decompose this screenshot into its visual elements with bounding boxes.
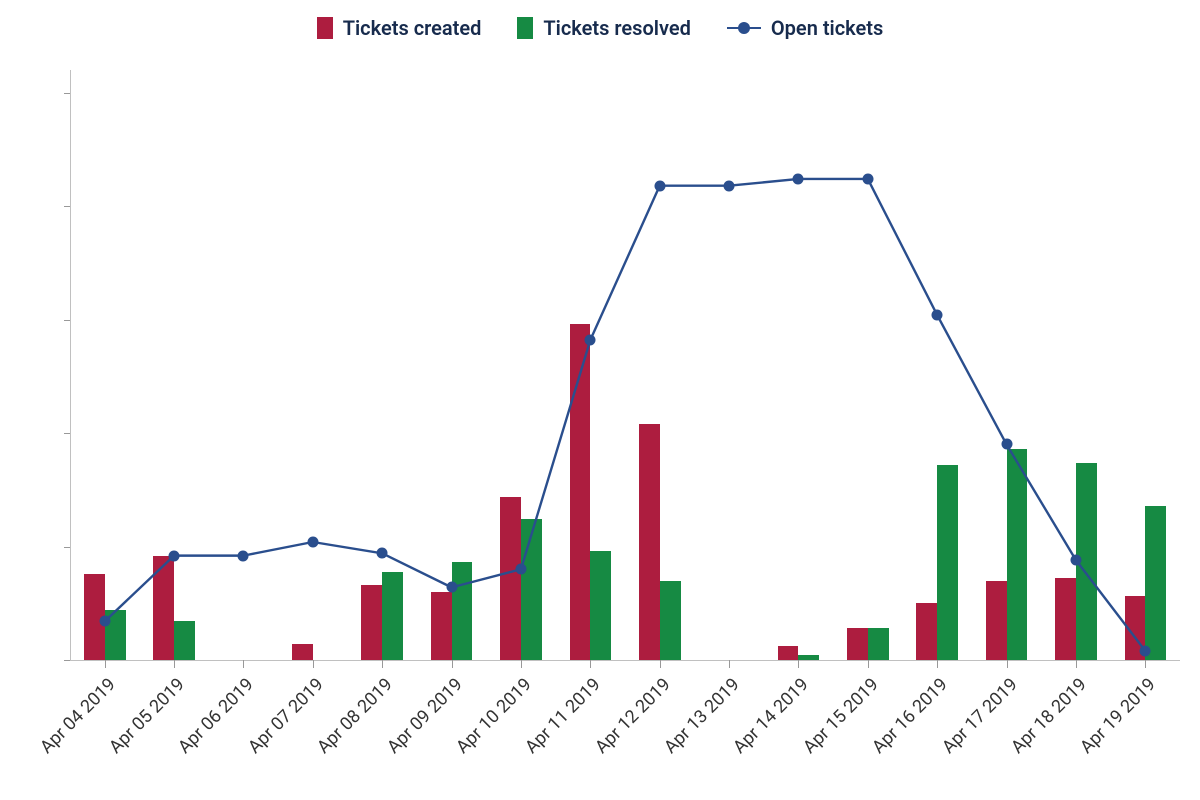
open-tickets-point bbox=[1140, 645, 1151, 656]
open-tickets-point bbox=[862, 173, 873, 184]
x-tick-mark bbox=[937, 660, 938, 668]
open-tickets-point bbox=[446, 582, 457, 593]
x-tick-mark bbox=[1145, 660, 1146, 668]
x-tick-mark bbox=[868, 660, 869, 668]
open-tickets-point bbox=[585, 335, 596, 346]
x-tick-mark bbox=[729, 660, 730, 668]
open-tickets-point bbox=[377, 548, 388, 559]
legend-swatch-resolved bbox=[517, 17, 533, 39]
ticket-chart: Tickets created Tickets resolved Open ti… bbox=[0, 0, 1200, 800]
x-tick-mark bbox=[382, 660, 383, 668]
x-tick-mark bbox=[174, 660, 175, 668]
points-layer bbox=[70, 70, 1180, 660]
legend-label-resolved: Tickets resolved bbox=[543, 16, 691, 40]
legend-item-open: Open tickets bbox=[727, 16, 883, 40]
y-tick-mark bbox=[64, 660, 70, 661]
legend-swatch-open bbox=[727, 27, 761, 29]
legend-swatch-created bbox=[317, 17, 333, 39]
open-tickets-point bbox=[238, 550, 249, 561]
open-tickets-point bbox=[932, 310, 943, 321]
x-tick-mark bbox=[590, 660, 591, 668]
x-tick-mark bbox=[243, 660, 244, 668]
y-tick-label: 0 bbox=[0, 650, 58, 671]
open-tickets-point bbox=[793, 173, 804, 184]
x-tick-mark bbox=[798, 660, 799, 668]
x-tick-mark bbox=[105, 660, 106, 668]
open-tickets-point bbox=[1001, 439, 1012, 450]
plot-area: 050100150200250 Apr 04 2019Apr 05 2019Ap… bbox=[70, 70, 1180, 660]
x-tick-mark bbox=[452, 660, 453, 668]
y-tick-label: 200 bbox=[0, 196, 58, 217]
open-tickets-point bbox=[99, 616, 110, 627]
legend-label-created: Tickets created bbox=[343, 16, 482, 40]
open-tickets-point bbox=[654, 180, 665, 191]
x-tick-mark bbox=[313, 660, 314, 668]
y-tick-label: 250 bbox=[0, 82, 58, 103]
legend-item-resolved: Tickets resolved bbox=[517, 16, 691, 40]
open-tickets-point bbox=[515, 564, 526, 575]
x-axis-line bbox=[70, 660, 1180, 661]
x-tick-mark bbox=[1007, 660, 1008, 668]
open-tickets-point bbox=[1070, 555, 1081, 566]
open-tickets-point bbox=[307, 537, 318, 548]
open-tickets-point bbox=[724, 180, 735, 191]
x-tick-mark bbox=[1076, 660, 1077, 668]
legend-label-open: Open tickets bbox=[771, 16, 883, 40]
x-tick-mark bbox=[660, 660, 661, 668]
legend-item-created: Tickets created bbox=[317, 16, 482, 40]
y-tick-label: 100 bbox=[0, 423, 58, 444]
open-tickets-point bbox=[169, 550, 180, 561]
x-tick-mark bbox=[521, 660, 522, 668]
legend: Tickets created Tickets resolved Open ti… bbox=[0, 16, 1200, 40]
y-tick-label: 50 bbox=[0, 536, 58, 557]
y-tick-label: 150 bbox=[0, 309, 58, 330]
